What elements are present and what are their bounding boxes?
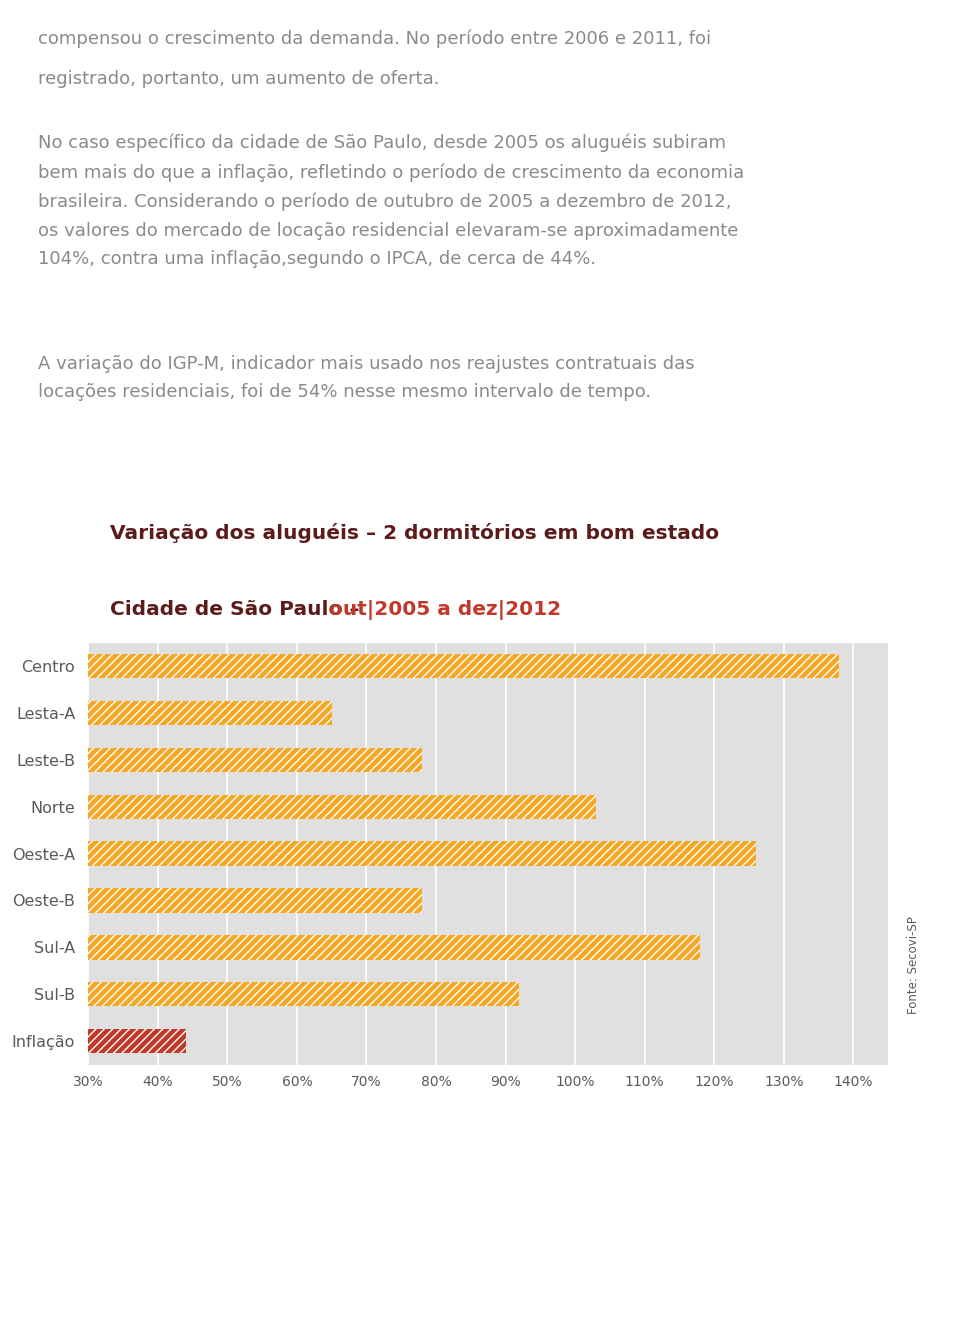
Bar (88, 981, 519, 1007)
Bar (88, 747, 422, 773)
Text: No caso específico da cidade de São Paulo, desde 2005 os aluguéis subiram
bem ma: No caso específico da cidade de São Paul… (38, 134, 745, 268)
Text: compensou o crescimento da demanda. No período entre 2006 e 2011, foi: compensou o crescimento da demanda. No p… (38, 29, 711, 48)
Text: registrado, portanto, um aumento de oferta.: registrado, portanto, um aumento de ofer… (38, 70, 440, 87)
Bar (88, 1028, 185, 1054)
Bar (88, 888, 422, 913)
Text: 11: 11 (468, 1293, 492, 1311)
Bar (88, 653, 839, 679)
Bar (88, 747, 422, 773)
Text: Cidade de São Paulo –: Cidade de São Paulo – (109, 600, 366, 619)
Bar (88, 888, 422, 913)
Bar (88, 700, 332, 726)
Text: Variação dos aluguéis – 2 dormitórios em bom estado: Variação dos aluguéis – 2 dormitórios em… (109, 522, 719, 542)
Bar (88, 700, 332, 726)
Bar (88, 841, 756, 866)
Text: A variação do IGP-M, indicador mais usado nos reajustes contratuais das
locações: A variação do IGP-M, indicador mais usad… (38, 355, 695, 402)
Bar (88, 794, 596, 819)
Bar (88, 653, 839, 679)
Bar (88, 1028, 185, 1054)
Bar (88, 935, 700, 960)
Bar (88, 794, 596, 819)
Text: Fonte: Secovi-SP: Fonte: Secovi-SP (907, 916, 921, 1014)
Bar (88, 981, 519, 1007)
Bar (88, 935, 700, 960)
Bar (88, 841, 756, 866)
Text: out|2005 a dez|2012: out|2005 a dez|2012 (328, 600, 561, 620)
